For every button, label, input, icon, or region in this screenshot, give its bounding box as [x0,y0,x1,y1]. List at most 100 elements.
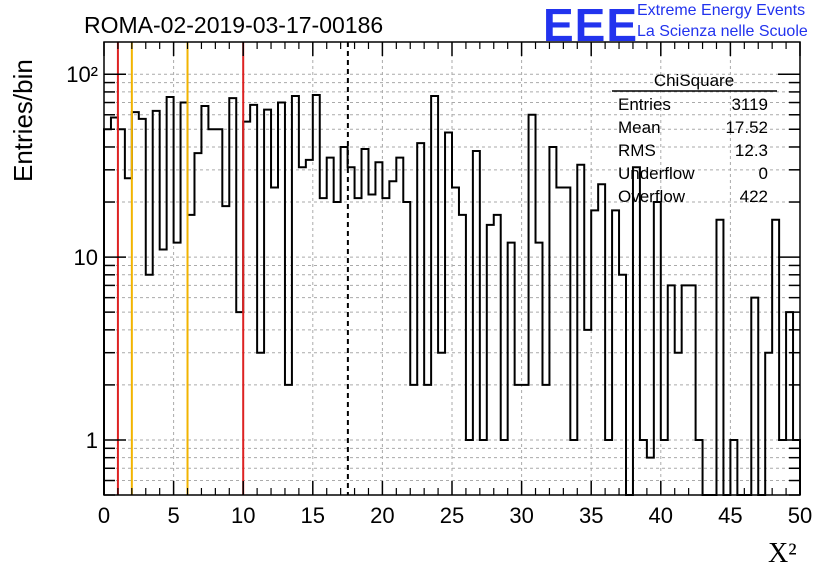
histogram-bin [341,147,348,495]
histogram-bin [619,275,626,495]
reference-lines [116,42,349,495]
histogram-bin [410,385,417,495]
histogram-bin [779,440,786,495]
histogram-bin [542,385,549,495]
histogram-bin [696,440,703,495]
histogram-bin [668,285,675,495]
histogram-bin [445,132,452,495]
histogram-bin [403,202,410,495]
stats-value: 17.52 [725,118,768,137]
x-tick-label: 15 [301,503,325,528]
histogram-bin [612,210,619,495]
x-tick-label: 10 [231,503,255,528]
histogram-bin [236,312,243,495]
stats-value: 0 [759,164,768,183]
y-tick-label: 10 [74,245,98,270]
histogram-bars [103,93,801,496]
histogram-bin [591,210,598,495]
histogram-bin [334,202,341,495]
histogram-bin [208,129,215,495]
histogram-bin [480,440,487,495]
brand-line-2: La Scienza nelle Scuole [637,23,808,40]
histogram-bin [431,96,438,495]
histogram-bin [556,188,563,495]
histogram-bin [215,129,222,495]
histogram-bin [640,440,647,495]
stats-box: ChiSquare Entries 3119 Mean 17.52 RMS 12.3 Unde… [612,71,777,206]
histogram-bin [125,178,132,495]
histogram-bin [222,206,229,495]
histogram-bin [201,106,208,495]
histogram-bin [716,220,723,495]
stats-label: Mean [618,118,661,137]
histogram-bin [494,215,501,495]
histogram-bin [424,385,431,495]
histogram-bin [515,385,522,495]
histogram-bin [682,285,689,495]
histogram-bin [257,353,264,495]
histogram-bin [313,95,320,495]
x-tick-label: 35 [579,503,603,528]
histogram-bin [174,243,181,495]
histogram-bin [243,122,250,495]
y-tick-label: 1 [86,428,98,453]
histogram-bin [501,440,508,495]
histogram-bin [417,143,424,495]
histogram-bin [292,96,299,495]
histogram-bin [633,167,640,495]
histogram-bin [181,103,188,495]
histogram-bin [271,188,278,495]
histogram-bin [188,215,195,495]
stats-label: Entries [618,95,671,114]
stats-label: Overflow [618,187,686,206]
histogram-bin [529,115,536,495]
histogram-bin [730,440,737,495]
histogram-bin [584,330,591,495]
histogram-bin [194,153,201,495]
y-tick-label: 10² [66,62,98,87]
stats-label: Underflow [618,164,695,183]
histogram-bin [320,198,327,495]
x-tick-label: 25 [440,503,464,528]
histogram-bin [508,243,515,495]
x-tick-label: 40 [649,503,673,528]
histogram-bin [362,149,369,495]
histogram-bin [389,181,396,495]
histogram-title: ROMA-02-2019-03-17-00186 [84,12,384,38]
histogram-bin [466,440,473,495]
histogram-bin [647,458,654,495]
histogram-bin [264,110,271,495]
histogram-bin [577,165,584,495]
stats-value: 422 [740,187,768,206]
histogram-bin [111,117,118,495]
histogram-bin [285,385,292,495]
histogram-bin [306,160,313,495]
x-tick-label: 0 [98,503,110,528]
histogram-bin [598,184,605,495]
histogram-bin [146,275,153,495]
histogram-bin [570,440,577,495]
histogram-bin [689,285,696,495]
histogram-bin [278,103,285,495]
histogram-bin [250,105,257,495]
histogram-bin [153,111,160,495]
x-tick-label: 30 [509,503,533,528]
histogram-bin [375,162,382,495]
histogram-bin [368,194,375,495]
stats-value: 12.3 [735,141,768,160]
histogram-bin [675,353,682,495]
x-tick-label: 5 [167,503,179,528]
histogram-bin [299,167,306,495]
histogram-bin [229,98,236,495]
x-tick-label: 50 [788,503,812,528]
histogram-bin [751,298,758,495]
histogram-bin [772,220,779,495]
stats-name: ChiSquare [654,71,734,90]
histogram-bin [473,151,480,495]
histogram-bin [160,250,167,495]
x-tick-label: 45 [718,503,742,528]
histogram-outline [103,93,801,496]
histogram-bin [327,158,334,495]
histogram-bin [167,97,174,495]
